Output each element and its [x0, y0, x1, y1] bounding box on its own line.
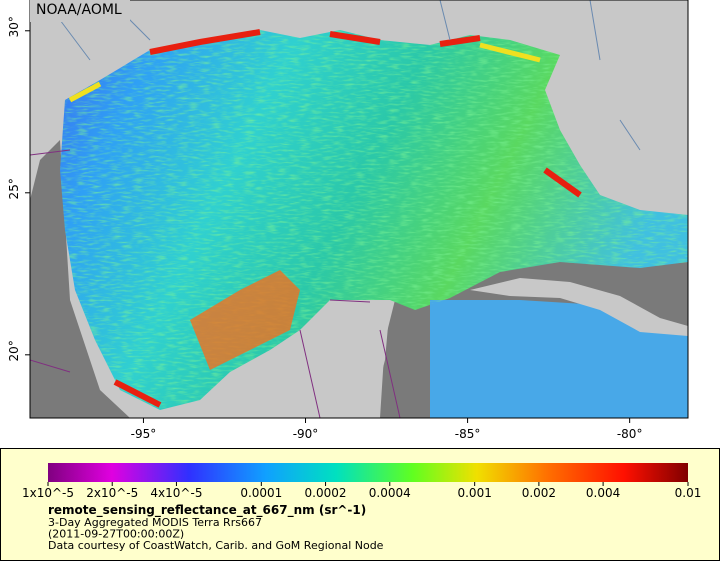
sea	[430, 300, 688, 418]
yucatan	[240, 302, 390, 418]
lon-tick-label: -80°	[617, 427, 643, 441]
colorbar-tick-label: 4x10^-5	[150, 486, 202, 500]
turbid-water	[190, 270, 300, 370]
credit: NOAA/AOML	[36, 2, 122, 18]
lon-tick-label: -90°	[293, 427, 319, 441]
colorbar-tick-label: 0.0001	[240, 486, 282, 500]
colorbar-tick-label: 0.0004	[369, 486, 411, 500]
colorbar-tick-label: 0.01	[675, 486, 702, 500]
lat-tick-label: 30°	[7, 16, 21, 37]
legend-lines: 3-Day Aggregated MODIS Terra Rrs667(2011…	[48, 516, 384, 552]
no-data	[30, 140, 130, 418]
colorbar-tick-label: 0.004	[586, 486, 620, 500]
legend-line: Data courtesy of CoastWatch, Carib. and …	[48, 539, 384, 552]
lon-tick-label: -85°	[455, 427, 481, 441]
rivers	[59, 0, 641, 151]
coastal-turbidity	[113, 29, 582, 408]
colorbar-tick-label: 0.001	[457, 486, 491, 500]
map	[30, 0, 688, 418]
lon-tick-label: -95°	[131, 427, 157, 441]
colorbar-tick-label: 0.002	[522, 486, 556, 500]
lat-tick-label: 20°	[7, 340, 21, 361]
colorbar-tick-label: 2x10^-5	[86, 486, 138, 500]
map-frame	[29, 0, 689, 419]
legend-line: (2011-09-27T00:00:00Z)	[48, 528, 184, 541]
colorbar-tick-label: 0.0002	[305, 486, 347, 500]
legend-line: 3-Day Aggregated MODIS Terra Rrs667	[48, 516, 262, 529]
legend-title: remote_sensing_reflectance_at_667_nm (sr…	[48, 503, 366, 518]
colorbar-tick-label: 1x10^-5	[22, 486, 74, 500]
borders	[30, 149, 401, 418]
colorbar	[48, 463, 688, 482]
cuba	[470, 278, 688, 336]
credit-bg	[30, 0, 130, 22]
lat-tick-label: 25°	[7, 178, 21, 199]
